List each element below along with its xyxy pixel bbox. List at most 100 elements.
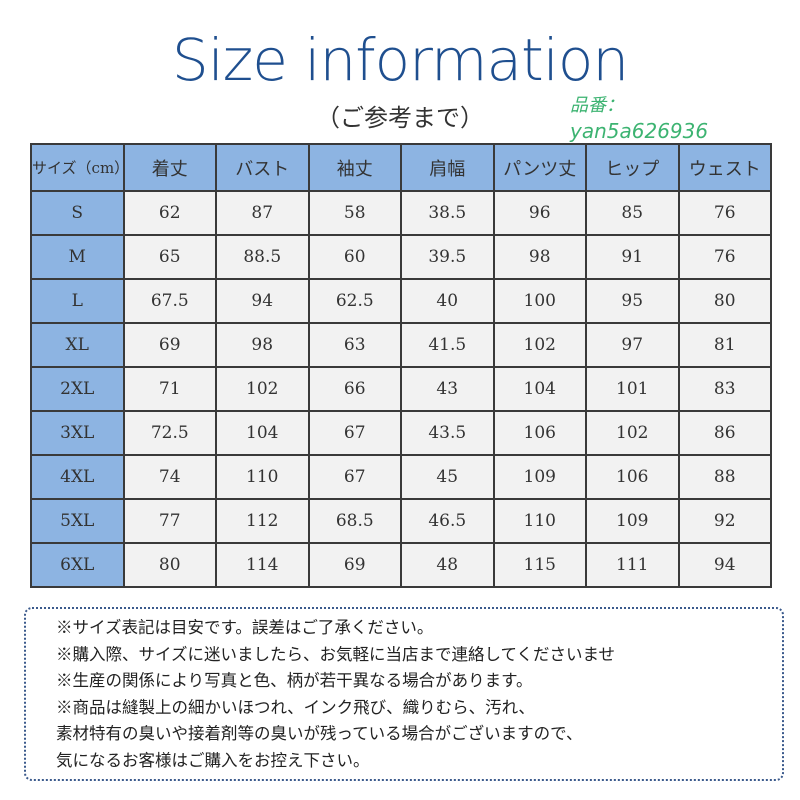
table-cell: 109: [585, 498, 680, 544]
column-header: パンツ丈: [492, 143, 587, 192]
size-label: 2XL: [30, 366, 125, 412]
table-cell: 60: [307, 234, 402, 280]
table-cell: 98: [492, 234, 587, 280]
table-cell: 69: [307, 542, 402, 588]
size-label: M: [30, 234, 125, 280]
table-cell: 114: [215, 542, 310, 588]
table-cell: 72.5: [122, 410, 217, 456]
table-cell: 68.5: [307, 498, 402, 544]
table-cell: 94: [215, 278, 310, 324]
note-line: 気になるお客様はご購入をお控え下さい。: [56, 750, 370, 770]
page-title: Size information: [171, 26, 629, 94]
table-cell: 88: [677, 454, 772, 500]
size-column-header: サイズ（cm）: [30, 143, 129, 192]
table-cell: 106: [492, 410, 587, 456]
table-cell: 41.5: [400, 322, 495, 368]
table-cell: 77: [122, 498, 217, 544]
table-cell: 67: [307, 410, 402, 456]
table-cell: 46.5: [400, 498, 495, 544]
table-row: 4XL 74 110 67 45 109 106 88: [30, 454, 772, 500]
note-line: ※生産の関係により写真と色、柄が若干異なる場合があります。: [56, 671, 533, 690]
table-cell: 109: [492, 454, 587, 500]
table-cell: 102: [585, 410, 680, 456]
table-cell: 104: [215, 410, 310, 456]
table-cell: 101: [585, 366, 680, 412]
table-cell: 96: [492, 190, 587, 236]
subtitle: （ご参考まで）: [316, 104, 484, 132]
table-row: XL 69 98 63 41.5 102 97 81: [30, 322, 772, 368]
table-cell: 112: [215, 498, 310, 544]
table-cell: 88.5: [215, 234, 310, 280]
table-cell: 58: [307, 190, 402, 236]
table-cell: 39.5: [400, 234, 495, 280]
table-cell: 43.5: [400, 410, 495, 456]
table-cell: 74: [122, 454, 217, 500]
table-cell: 98: [215, 322, 310, 368]
table-cell: 62.5: [307, 278, 402, 324]
table-cell: 85: [585, 190, 680, 236]
table-cell: 100: [492, 278, 587, 324]
table-cell: 83: [677, 366, 772, 412]
column-header: ヒップ: [585, 143, 680, 192]
size-label: L: [30, 278, 125, 324]
table-header-row: サイズ（cm） 着丈 バスト 袖丈 肩幅 パンツ丈 ヒップ ウェスト: [30, 143, 772, 192]
size-table: サイズ（cm） 着丈 バスト 袖丈 肩幅 パンツ丈 ヒップ ウェスト S 62 87 58 38.5…: [30, 143, 772, 588]
size-label: XL: [30, 322, 125, 368]
table-cell: 38.5: [400, 190, 495, 236]
table-cell: 95: [585, 278, 680, 324]
table-cell: 115: [492, 542, 587, 588]
product-code: yan5a626936: [570, 118, 709, 143]
table-cell: 81: [677, 322, 772, 368]
column-header: 袖丈: [307, 143, 402, 192]
table-row: 3XL 72.5 104 67 43.5 106 102 86: [30, 410, 772, 456]
note-line: 素材特有の臭いや接着剤等の臭いが残っている場合がございますので、: [56, 724, 583, 743]
note-line: ※サイズ表記は目安です。誤差はご了承ください。: [56, 618, 434, 637]
size-label: 3XL: [30, 410, 125, 456]
table-cell: 76: [677, 234, 772, 280]
table-cell: 48: [400, 542, 495, 588]
table-row: M 65 88.5 60 39.5 98 91 76: [30, 234, 772, 280]
size-label: 6XL: [30, 542, 125, 588]
table-cell: 91: [585, 234, 680, 280]
product-code-watermark: 品番： yan5a626936: [570, 96, 708, 142]
column-header: 肩幅: [400, 143, 495, 192]
table-cell: 102: [492, 322, 587, 368]
table-row: 2XL 71 102 66 43 104 101 83: [30, 366, 772, 412]
table-cell: 43: [400, 366, 495, 412]
table-cell: 67.5: [122, 278, 217, 324]
column-header: バスト: [215, 143, 310, 192]
table-cell: 86: [677, 410, 772, 456]
size-label: 4XL: [30, 454, 125, 500]
table-cell: 65: [122, 234, 217, 280]
table-cell: 76: [677, 190, 772, 236]
table-cell: 45: [400, 454, 495, 500]
column-header: 着丈: [122, 143, 217, 192]
table-cell: 110: [215, 454, 310, 500]
table-cell: 80: [677, 278, 772, 324]
notes-box: ※サイズ表記は目安です。誤差はご了承ください。 ※購入際、サイズに迷いましたら、お…: [24, 607, 784, 781]
note-line: ※購入際、サイズに迷いましたら、お気軽に当店まで連絡してくださいませ: [56, 644, 616, 664]
table-cell: 69: [122, 322, 217, 368]
table-cell: 104: [492, 366, 587, 412]
table-row: S 62 87 58 38.5 96 85 76: [30, 190, 772, 236]
size-label: 5XL: [30, 498, 125, 544]
table-cell: 106: [585, 454, 680, 500]
table-cell: 63: [307, 322, 402, 368]
table-row: 6XL 80 114 69 48 115 111 94: [30, 542, 772, 588]
table-cell: 92: [677, 498, 772, 544]
table-cell: 80: [122, 542, 217, 588]
table-cell: 62: [122, 190, 217, 236]
table-cell: 97: [585, 322, 680, 368]
table-row: L 67.5 94 62.5 40 100 95 80: [30, 278, 772, 324]
table-cell: 87: [215, 190, 310, 236]
table-cell: 111: [585, 542, 680, 588]
table-cell: 94: [677, 542, 772, 588]
column-header: ウェスト: [677, 143, 772, 192]
table-cell: 110: [492, 498, 587, 544]
table-cell: 40: [400, 278, 495, 324]
product-code-label: 品番：: [570, 95, 624, 116]
table-cell: 67: [307, 454, 402, 500]
table-row: 5XL 77 112 68.5 46.5 110 109 92: [30, 498, 772, 544]
table-cell: 66: [307, 366, 402, 412]
note-line: ※商品は縫製上の細かいほつれ、インク飛び、織りむら、汚れ、: [56, 697, 535, 717]
